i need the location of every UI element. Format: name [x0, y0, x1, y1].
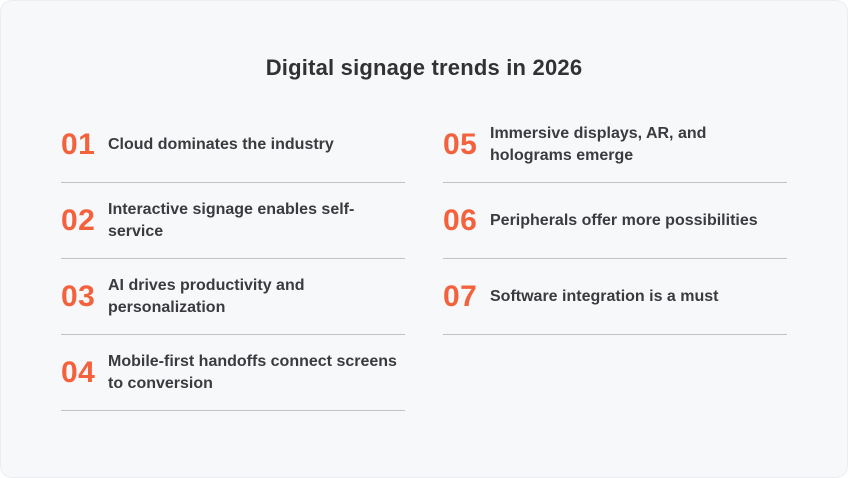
item-number: 02 — [61, 203, 96, 237]
list-item-02: 02 Interactive signage enables self-serv… — [61, 183, 405, 259]
trend-columns: 01 Cloud dominates the industry 02 Inter… — [61, 107, 787, 411]
item-label: Interactive signage enables self-service — [108, 201, 355, 240]
item-number: 06 — [443, 203, 478, 237]
item-label: Software integration is a must — [490, 287, 719, 305]
item-number: 03 — [61, 279, 96, 313]
right-column: 05 Immersive displays, AR, and holograms… — [443, 107, 787, 335]
item-number: 01 — [61, 127, 96, 161]
item-number: 05 — [443, 127, 478, 161]
left-column: 01 Cloud dominates the industry 02 Inter… — [61, 107, 405, 411]
list-item-01: 01 Cloud dominates the industry — [61, 107, 405, 183]
list-item-07: 07 Software integration is a must — [443, 259, 787, 335]
list-item-05: 05 Immersive displays, AR, and holograms… — [443, 107, 787, 183]
item-label: Mobile-first handoffs connect screens to… — [108, 353, 397, 392]
page-title: Digital signage trends in 2026 — [265, 55, 583, 80]
list-item-03: 03 AI drives productivity and personaliz… — [61, 259, 405, 335]
list-item-06: 06 Peripherals offer more possibilities — [443, 183, 787, 259]
item-number: 04 — [61, 355, 96, 389]
item-label: Immersive displays, AR, and holograms em… — [490, 125, 707, 164]
item-label: Peripherals offer more possibilities — [490, 211, 758, 229]
item-label: Cloud dominates the industry — [108, 135, 334, 153]
list-item-04: 04 Mobile-first handoffs connect screens… — [61, 335, 405, 411]
item-label: AI drives productivity and personalizati… — [108, 277, 305, 316]
item-number: 07 — [443, 279, 478, 313]
